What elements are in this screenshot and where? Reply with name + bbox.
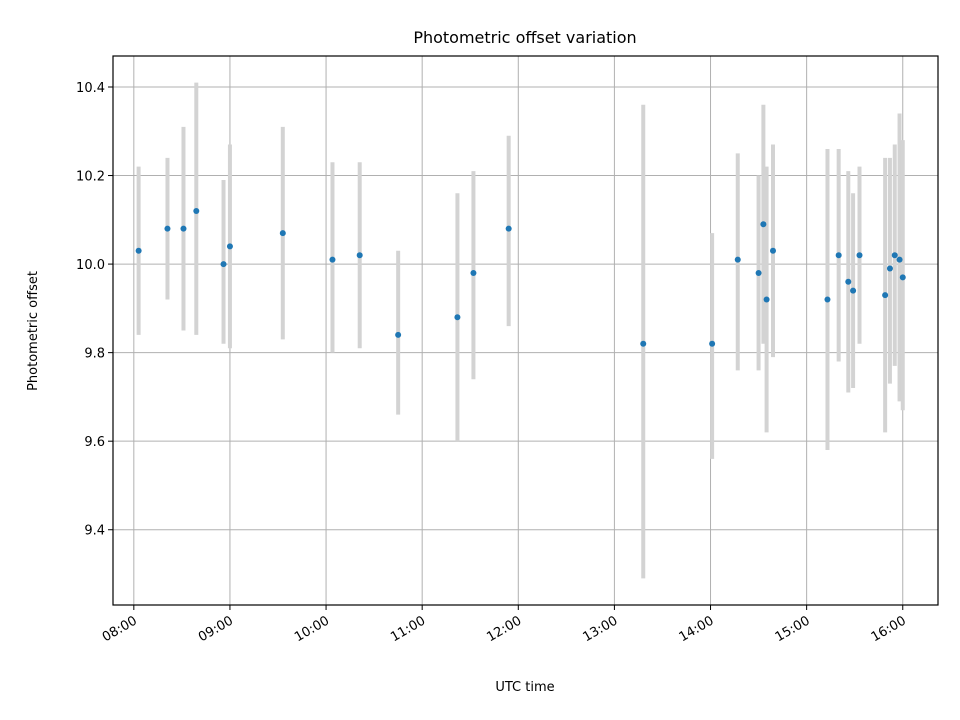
data-point bbox=[279, 230, 286, 237]
data-point bbox=[505, 225, 512, 232]
x-tick-label: 11:00 bbox=[388, 613, 428, 645]
chart-title: Photometric offset variation bbox=[413, 28, 636, 47]
data-point bbox=[454, 314, 461, 321]
data-point bbox=[395, 331, 402, 338]
x-tick-label: 14:00 bbox=[677, 613, 717, 645]
data-point bbox=[356, 252, 363, 259]
data-point bbox=[770, 247, 776, 254]
x-tick-label: 16:00 bbox=[869, 613, 909, 645]
data-point bbox=[850, 287, 857, 294]
y-tick-label: 10.4 bbox=[76, 81, 105, 96]
x-tick-label: 10:00 bbox=[292, 613, 332, 645]
data-point bbox=[763, 296, 770, 303]
data-point bbox=[760, 221, 767, 228]
data-point bbox=[193, 207, 200, 214]
data-point bbox=[180, 225, 187, 232]
x-axis-ticks: 08:00 09:00 10:00 11:00 12:00 13:00 14:00 15:00… bbox=[100, 605, 909, 645]
data-point bbox=[220, 261, 227, 268]
x-tick-label: 15:00 bbox=[773, 613, 813, 645]
data-point bbox=[845, 278, 852, 285]
x-tick-label: 08:00 bbox=[100, 613, 140, 645]
data-point bbox=[734, 256, 741, 263]
data-point bbox=[226, 243, 233, 250]
x-axis-label: UTC time bbox=[495, 680, 554, 695]
data-point bbox=[899, 274, 906, 281]
plot-frame bbox=[112, 55, 939, 606]
data-point bbox=[135, 247, 142, 254]
x-tick-label: 13:00 bbox=[580, 613, 620, 645]
point-layer bbox=[135, 207, 906, 347]
y-tick-label: 10.0 bbox=[76, 258, 105, 273]
data-point bbox=[835, 252, 842, 259]
y-tick-label: 10.2 bbox=[76, 170, 105, 185]
errorbar-layer bbox=[136, 82, 905, 579]
data-point bbox=[896, 256, 903, 263]
data-point bbox=[755, 269, 762, 276]
data-point bbox=[164, 225, 171, 232]
data-point bbox=[891, 252, 898, 259]
data-point bbox=[329, 256, 336, 263]
data-point bbox=[470, 269, 477, 276]
y-axis-label: Photometric offset bbox=[26, 271, 41, 391]
y-tick-label: 9.8 bbox=[84, 347, 105, 362]
data-point bbox=[709, 340, 716, 347]
x-tick-label: 12:00 bbox=[484, 613, 524, 645]
data-point bbox=[824, 296, 831, 303]
grid-layer bbox=[113, 56, 938, 605]
data-point bbox=[882, 292, 889, 299]
y-axis-ticks: 9.4 9.6 9.8 10.0 10.2 10.4 bbox=[76, 81, 113, 539]
y-tick-label: 9.4 bbox=[84, 524, 105, 539]
x-tick-label: 09:00 bbox=[196, 613, 236, 645]
y-tick-label: 9.6 bbox=[84, 435, 105, 450]
data-point bbox=[886, 265, 893, 272]
data-point bbox=[856, 252, 863, 259]
data-point bbox=[640, 340, 647, 347]
